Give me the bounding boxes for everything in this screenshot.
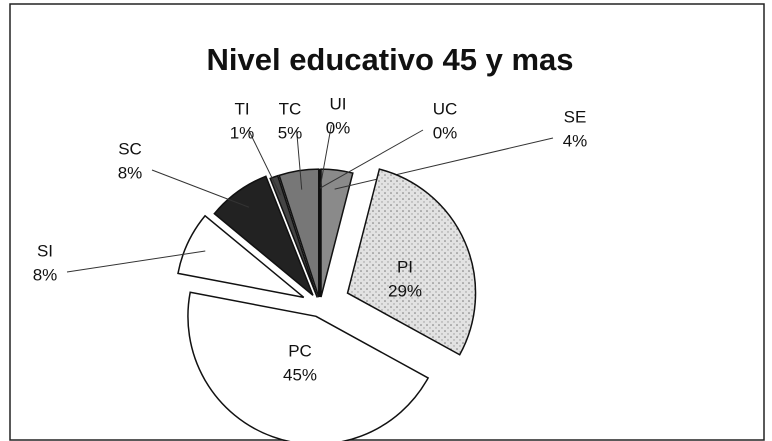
slice-label: SI: [37, 241, 53, 260]
leader-line: [334, 137, 554, 190]
slice-label: UI: [330, 94, 347, 113]
pie-slice: [177, 214, 305, 299]
slice-value-label: 0%: [326, 118, 351, 137]
slice-value-label: 29%: [388, 281, 422, 300]
slice-value-label: 8%: [118, 163, 143, 182]
slice-label: TI: [234, 99, 249, 118]
slice-label: PI: [397, 257, 413, 276]
chart-title: Nivel educativo 45 y mas: [206, 42, 573, 77]
pie-slice: [187, 291, 430, 441]
slice-label: SE: [564, 107, 587, 126]
slice-value-label: 4%: [563, 131, 588, 150]
leader-line: [296, 129, 303, 190]
leader-line: [151, 169, 250, 208]
pie-slice: [213, 175, 314, 296]
chart-frame: [9, 3, 765, 441]
slice-label: UC: [433, 99, 458, 118]
slice-value-label: 45%: [283, 365, 317, 384]
pie-slice: [320, 168, 354, 298]
slice-label: SC: [118, 139, 142, 158]
leader-line: [248, 129, 281, 196]
leader-line: [319, 129, 424, 189]
slice-value-label: 0%: [433, 123, 458, 142]
slice-value-label: 1%: [230, 123, 255, 142]
pie-slice: [269, 174, 319, 298]
slice-value-label: 8%: [33, 265, 58, 284]
leader-line: [319, 124, 332, 189]
slice-label: PC: [288, 341, 312, 360]
slice-value-label: 5%: [278, 123, 303, 142]
leader-line: [66, 250, 206, 273]
slice-label: TC: [279, 99, 302, 118]
pie-slice: [278, 168, 320, 298]
pie-slice: [346, 168, 477, 356]
